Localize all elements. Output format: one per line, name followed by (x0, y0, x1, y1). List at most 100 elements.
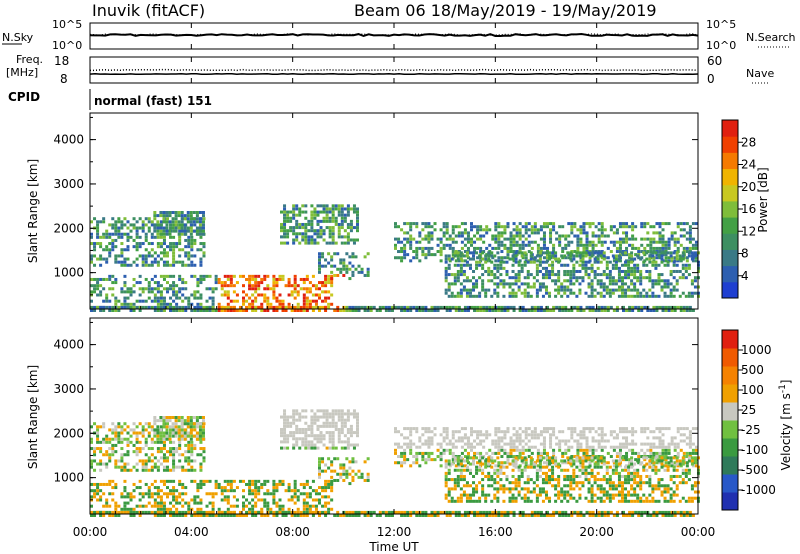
power-cell (663, 282, 667, 286)
power-cell (575, 254, 579, 258)
power-cell (342, 264, 346, 268)
power-cell (141, 263, 145, 267)
velocity-cell (599, 499, 603, 503)
velocity-cell (342, 478, 346, 482)
velocity-cell (293, 489, 297, 493)
power-cell (430, 231, 434, 235)
power-cell (442, 246, 446, 250)
power-cell (572, 263, 576, 267)
velocity-cell (292, 446, 296, 450)
velocity-cell (93, 422, 97, 426)
power-cell (687, 263, 691, 267)
velocity-cell (563, 468, 567, 472)
power-cell (308, 305, 312, 309)
power-cell (667, 305, 671, 309)
velocity-cell (497, 427, 501, 431)
velocity-cell (579, 442, 583, 446)
velocity-cell (289, 415, 293, 419)
power-cell (542, 243, 546, 247)
power-cell (322, 219, 326, 223)
power-cell (536, 246, 540, 250)
power-cell (366, 267, 370, 271)
velocity-cell (576, 439, 580, 443)
power-cell (156, 281, 160, 285)
power-cell (400, 259, 404, 263)
power-cell (688, 231, 692, 235)
power-cell (518, 234, 522, 238)
power-cell (472, 269, 476, 273)
power-cell (138, 274, 142, 278)
power-cell (633, 263, 637, 267)
power-cell (521, 246, 525, 250)
power-cell (451, 231, 455, 235)
colorbar-segment (722, 281, 738, 299)
velocity-cell (615, 451, 619, 455)
power-cell (162, 235, 166, 239)
velocity-cell (394, 430, 397, 434)
power-cell (473, 305, 477, 309)
velocity-cell (283, 424, 287, 428)
velocity-cell (424, 451, 428, 455)
freq-label-line1: Freq. (16, 53, 43, 66)
velocity-cell (538, 456, 542, 460)
power-cell (636, 254, 640, 258)
power-cell (673, 231, 677, 235)
velocity-cell (582, 436, 586, 440)
power-cell (657, 282, 661, 286)
velocity-cell (366, 475, 370, 479)
velocity-cell (603, 433, 607, 437)
velocity-cell (679, 433, 683, 437)
power-cell (581, 279, 585, 283)
power-cell (667, 256, 671, 260)
power-cell (251, 302, 255, 306)
velocity-cell (331, 431, 335, 435)
power-cell (126, 257, 130, 261)
power-cell (199, 309, 203, 312)
velocity-cell (162, 507, 166, 511)
power-cell (169, 302, 173, 306)
velocity-cell (593, 493, 597, 497)
power-cell (602, 285, 606, 289)
power-cell (409, 309, 413, 312)
power-cell (546, 309, 549, 312)
velocity-cell (211, 495, 215, 499)
power-cell (325, 241, 329, 245)
velocity-cell (111, 479, 115, 483)
velocity-cell (520, 474, 524, 478)
velocity-cell (356, 412, 359, 416)
power-cell (660, 273, 664, 277)
power-cell (487, 279, 491, 283)
power-cell (488, 259, 492, 263)
power-cell (517, 288, 521, 292)
power-cell (442, 231, 446, 235)
velocity-cell (578, 474, 582, 478)
power-cell (453, 254, 457, 258)
power-cell (178, 238, 182, 242)
velocity-cell (165, 434, 169, 438)
power-cell (618, 225, 622, 229)
velocity-cell (581, 456, 585, 460)
power-cell (634, 237, 638, 241)
velocity-cell (456, 462, 460, 466)
velocity-cell (302, 486, 306, 490)
power-cell (555, 231, 559, 235)
power-cell (526, 260, 530, 264)
velocity-cell (450, 478, 454, 482)
velocity-cell (570, 430, 574, 434)
power-cell (433, 222, 437, 226)
power-cell (631, 305, 635, 309)
power-cell (284, 309, 288, 312)
power-cell (459, 251, 463, 255)
power-cell (576, 243, 580, 247)
power-cell (551, 269, 555, 273)
velocity-cell (459, 499, 463, 503)
power-cell (337, 213, 341, 217)
power-cell (283, 219, 287, 223)
power-cell (658, 305, 662, 309)
power-cell (679, 228, 683, 232)
velocity-cell (166, 486, 169, 490)
velocity-cell (567, 461, 571, 465)
velocity-cell (631, 430, 635, 434)
power-cell (195, 229, 199, 233)
